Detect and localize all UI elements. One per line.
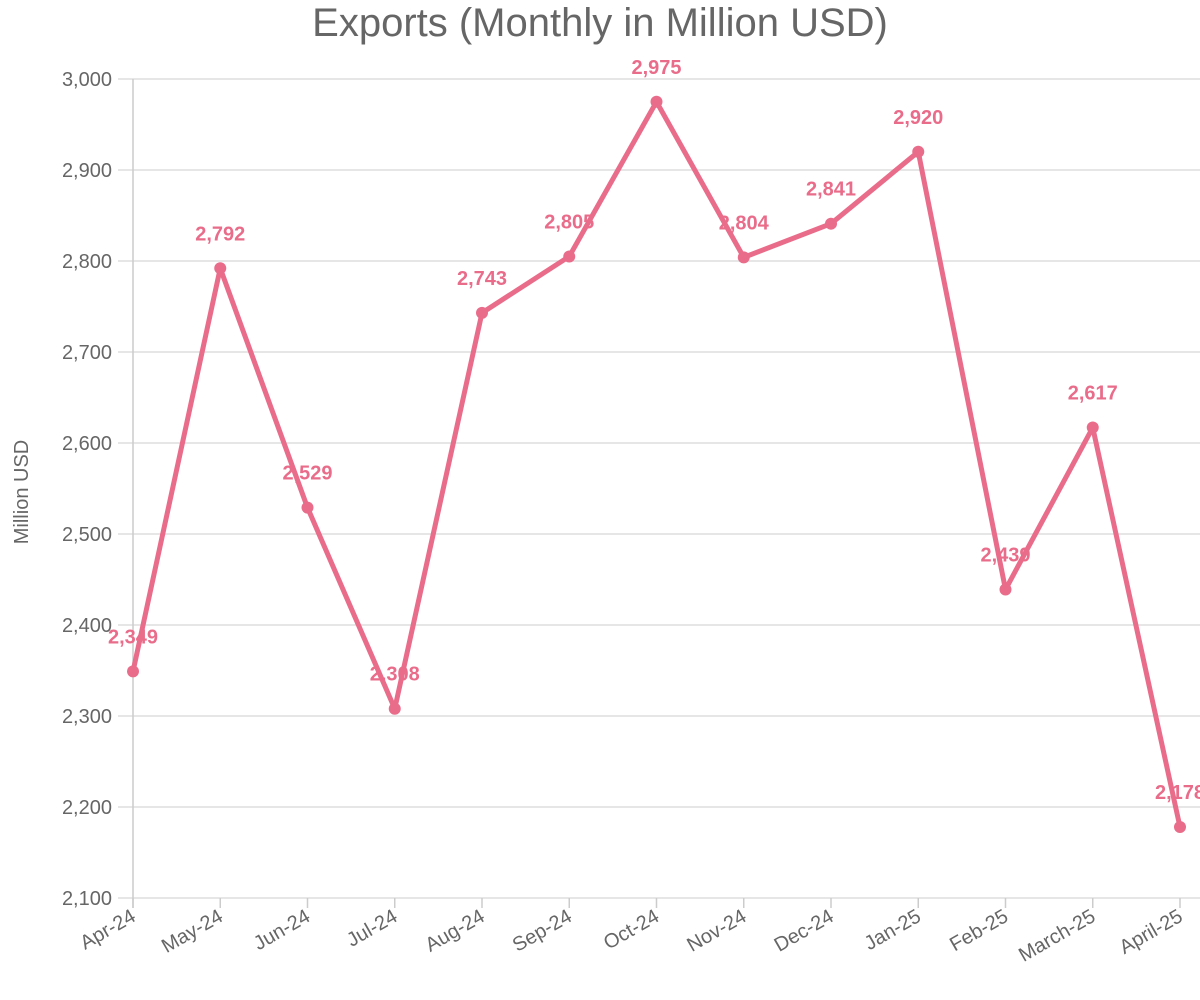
data-label: 2,349 <box>108 626 158 648</box>
x-tick-label: Jan-25 <box>861 905 925 955</box>
data-point <box>1086 421 1099 434</box>
data-point <box>912 145 925 158</box>
data-label: 2,841 <box>806 179 856 201</box>
data-point <box>214 262 227 275</box>
data-point <box>825 217 837 230</box>
data-point <box>388 702 401 715</box>
data-point <box>737 251 750 264</box>
x-tick-label: Oct-24 <box>600 905 663 954</box>
x-tick-label: Sep-24 <box>509 905 576 956</box>
data-label: 2,743 <box>457 268 507 290</box>
y-tick-label: 2,500 <box>62 524 112 546</box>
y-tick-label: 2,600 <box>62 433 112 455</box>
data-point <box>301 501 314 514</box>
x-tick-label: Jul-24 <box>343 905 401 951</box>
y-axis-title: Million USD <box>11 440 33 544</box>
series-group <box>127 95 1186 834</box>
data-point <box>999 583 1012 596</box>
data-label: 2,975 <box>631 57 681 79</box>
data-label: 2,804 <box>719 212 770 234</box>
y-tick-label: 2,200 <box>62 797 112 819</box>
x-tick-label: Aug-24 <box>422 905 489 956</box>
data-label: 2,178 <box>1155 782 1200 804</box>
data-label: 2,308 <box>370 664 420 686</box>
data-label: 2,805 <box>544 211 594 233</box>
data-point <box>476 306 488 319</box>
data-label: 2,439 <box>980 545 1030 567</box>
data-point <box>650 95 663 108</box>
data-label: 2,920 <box>893 107 943 129</box>
data-point <box>1174 821 1186 834</box>
data-label: 2,529 <box>282 463 332 485</box>
y-tick-label: 2,900 <box>62 160 112 182</box>
data-labels: 2,349 2,792 2,529 2,308 2,743 2,805 2,975 2,804… <box>108 57 1200 804</box>
x-tick-label: Dec-24 <box>771 905 838 956</box>
y-tick-label: 2,700 <box>62 342 112 364</box>
x-tick-label: Jun-24 <box>250 905 314 955</box>
x-axis-ticks: Apr-24 May-24 Jun-24 Jul-24 Aug-24 Sep-24 Oct-… <box>77 905 1187 966</box>
data-point <box>563 250 576 263</box>
y-tick-label: 2,300 <box>62 706 112 728</box>
x-tick-label: Apr-24 <box>77 905 140 954</box>
x-tick-label: Feb-25 <box>946 905 1012 956</box>
x-tick-label: March-25 <box>1015 905 1099 966</box>
y-tick-label: 2,100 <box>62 888 112 910</box>
x-tick-label: Nov-24 <box>683 905 750 956</box>
gridlines <box>118 78 1200 908</box>
y-tick-label: 2,400 <box>62 615 112 637</box>
x-tick-label: May-24 <box>158 905 227 957</box>
chart-title: Exports (Monthly in Million USD) <box>312 1 888 45</box>
y-axis-ticks: 2,100 2,200 2,300 2,400 2,500 2,600 2,700 2,800… <box>62 69 112 910</box>
data-label: 2,792 <box>195 223 245 245</box>
data-point <box>127 665 139 678</box>
y-tick-label: 3,000 <box>62 69 112 91</box>
x-tick-label: April-25 <box>1116 905 1187 959</box>
data-label: 2,617 <box>1068 383 1118 405</box>
y-tick-label: 2,800 <box>62 251 112 273</box>
